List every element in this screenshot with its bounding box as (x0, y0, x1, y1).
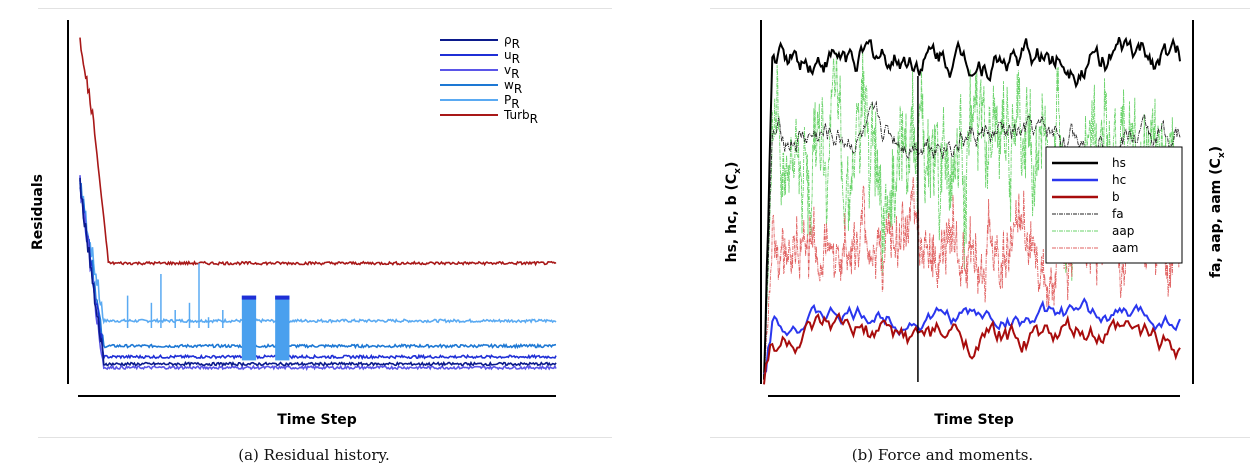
series-line-b (763, 311, 1181, 385)
y-axis-right-title: fa, aap, aam (Cx) (1208, 146, 1227, 278)
series-line-5 (79, 37, 557, 267)
legend-label-fa: fa (1112, 207, 1124, 221)
series-line-2 (79, 175, 557, 372)
caption-b: (b) Force and moments. (851, 446, 1034, 464)
legend: hs hc b fa aap aam (1045, 146, 1183, 264)
series-line-4 (79, 182, 557, 325)
y-axis-title: Residuals (30, 174, 46, 250)
series-lines (763, 36, 1181, 385)
legend-label-hc: hc (1112, 173, 1126, 187)
legend-label-1: uR (504, 48, 520, 66)
legend-label-3: wR (504, 78, 522, 96)
series-line-fa (763, 100, 1181, 384)
legend-box (1045, 146, 1183, 264)
force-chart: Time Step hs, hc, b (Cx) fa, aap, aam (C… (724, 20, 1227, 428)
series-line-aam (763, 176, 1181, 380)
legend-label-b: b (1112, 190, 1120, 204)
series-line-hc (763, 297, 1181, 375)
dense-block-top (241, 295, 257, 300)
series-line-0 (79, 177, 557, 368)
y-axis-left-title: hs, hc, b (Cx) (724, 162, 743, 263)
panel-residual-history: Time Step Residuals ρR uR vR wR PR TurbR (a) … (0, 0, 628, 475)
series-line-3 (79, 182, 557, 350)
legend-label-aam: aam (1112, 241, 1138, 255)
series-line-hs (763, 36, 1181, 380)
dense-block (275, 295, 290, 361)
legend-label-4: PR (504, 93, 520, 111)
panel-b-frame (710, 8, 1250, 438)
series-line-1 (79, 179, 557, 362)
caption-a: (a) Residual history. (238, 446, 390, 464)
legend-label-5: TurbR (503, 108, 538, 126)
legend-label-hs: hs (1112, 156, 1126, 170)
legend-label-0: ρR (504, 33, 520, 51)
panel-force-moments: Time Step hs, hc, b (Cx) fa, aap, aam (C… (628, 0, 1257, 475)
legend-label-2: vR (504, 63, 519, 81)
x-axis-title: Time Step (934, 412, 1014, 428)
x-axis-title: Time Step (277, 412, 357, 428)
dense-block (241, 295, 257, 361)
series-lines (79, 37, 557, 372)
dense-block-top (275, 295, 290, 300)
legend-label-aap: aap (1112, 224, 1134, 238)
panel-a-frame (38, 8, 612, 438)
